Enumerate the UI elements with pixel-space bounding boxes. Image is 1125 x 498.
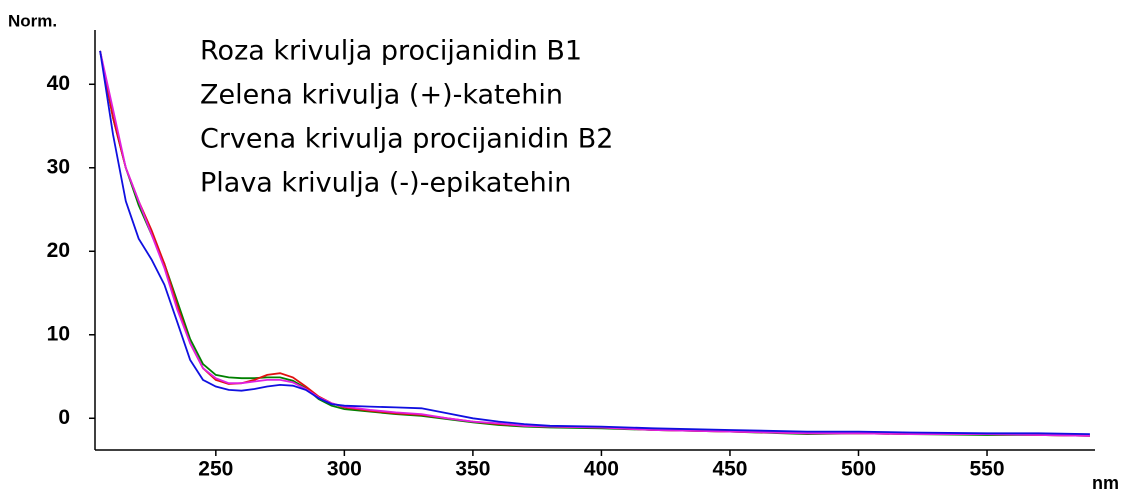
x-tick-label: 350 <box>455 458 490 481</box>
x-tick-label: 300 <box>327 458 362 481</box>
x-axis-label: nm <box>1092 473 1119 493</box>
y-tick-label: 10 <box>47 322 70 345</box>
y-tick-label: 30 <box>47 155 70 178</box>
x-tick-label: 400 <box>584 458 619 481</box>
x-tick-label: 450 <box>712 458 747 481</box>
annotation: Roza krivulja procijanidin B1 <box>200 36 582 67</box>
y-tick-label: 40 <box>47 72 70 95</box>
annotation: Crvena krivulja procijanidin B2 <box>200 124 613 155</box>
y-axis-label: Norm. <box>8 11 57 30</box>
y-tick-label: 0 <box>58 406 70 429</box>
annotation: Plava krivulja (-)-epikatehin <box>200 168 571 199</box>
x-tick-label: 250 <box>198 458 233 481</box>
annotation: Zelena krivulja (+)-katehin <box>200 80 563 111</box>
x-tick-label: 500 <box>841 458 876 481</box>
series-line <box>99 50 1090 435</box>
y-tick-label: 20 <box>47 239 70 262</box>
x-tick-label: 550 <box>970 458 1005 481</box>
